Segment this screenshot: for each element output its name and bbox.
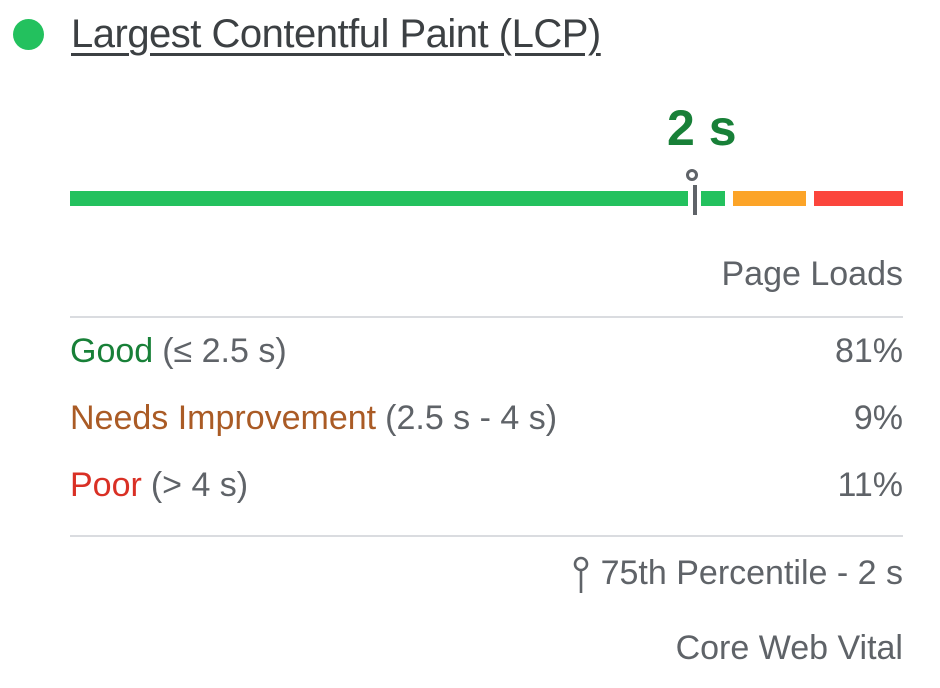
- row-value: 9%: [853, 399, 903, 437]
- table-row-good: Good (≤ 2.5 s) 81%: [70, 318, 903, 385]
- row-label: Needs Improvement (2.5 s - 4 s): [70, 399, 557, 438]
- metric-status-dot-icon: [13, 19, 44, 50]
- table-row-poor: Poor (> 4 s) 11%: [70, 452, 903, 519]
- pin-icon: [573, 556, 588, 593]
- distribution-bar: [70, 190, 903, 207]
- category-range: (2.5 s - 4 s): [385, 399, 558, 437]
- bar-segment-poor: [814, 191, 903, 206]
- percentile-marker-pin-icon: [685, 169, 698, 181]
- bar-segment-needs-improvement: [733, 191, 806, 206]
- row-label: Good (≤ 2.5 s): [70, 332, 287, 371]
- page-loads-column-header: Page Loads: [721, 255, 904, 293]
- divider-top: [70, 316, 903, 318]
- category-range: (≤ 2.5 s): [162, 332, 287, 370]
- row-label: Poor (> 4 s): [70, 466, 248, 505]
- metric-title-link[interactable]: Largest Contentful Paint (LCP): [71, 12, 601, 56]
- percentile-marker-stem: [692, 185, 697, 215]
- percentile-value-label: 2 s: [666, 100, 737, 156]
- percentile-footer-label: 75th Percentile - 2 s: [600, 554, 903, 592]
- core-web-vital-label: Core Web Vital: [675, 629, 903, 667]
- table-row-needs-improvement: Needs Improvement (2.5 s - 4 s) 9%: [70, 385, 903, 452]
- row-value: 81%: [834, 332, 903, 370]
- category-name: Poor: [70, 466, 142, 504]
- percentile-footer: 75th Percentile - 2 s: [573, 553, 903, 595]
- divider-bottom: [70, 535, 903, 537]
- category-name: Needs Improvement: [70, 399, 377, 437]
- row-value: 11%: [837, 466, 903, 504]
- distribution-table: Good (≤ 2.5 s) 81% Needs Improvement (2.5 …: [70, 318, 903, 519]
- bar-segment-good: [70, 191, 726, 206]
- category-name: Good: [70, 332, 154, 370]
- category-range: (> 4 s): [150, 466, 249, 504]
